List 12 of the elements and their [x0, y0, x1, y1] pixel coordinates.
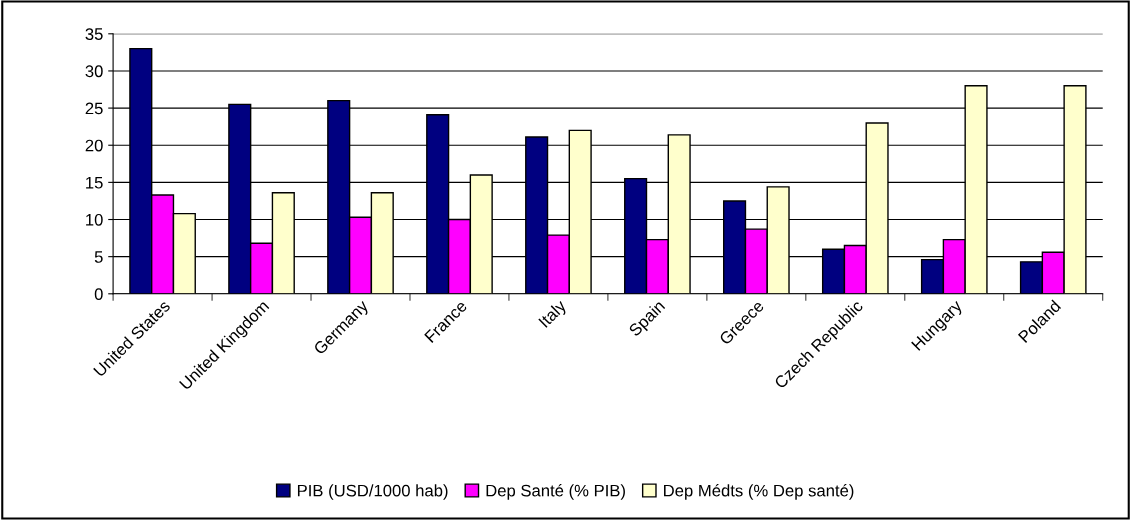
y-tick-label: 5	[94, 251, 103, 263]
legend-label: PIB (USD/1000 hab)	[297, 484, 448, 500]
y-tick-label: 35	[85, 28, 103, 40]
y-tick-label: 0	[94, 288, 103, 300]
legend-label: Dep Santé (% PIB)	[486, 484, 625, 500]
y-tick-label: 10	[86, 213, 103, 226]
y-tick-label: 15	[86, 176, 103, 189]
y-tick-label: 20	[85, 139, 103, 152]
x-tick-label: Italy	[537, 298, 570, 331]
legend-label: Dep Médts (% Dep santé)	[664, 484, 854, 500]
y-tick-label: 30	[85, 65, 103, 78]
y-tick-label: 25	[85, 102, 103, 115]
